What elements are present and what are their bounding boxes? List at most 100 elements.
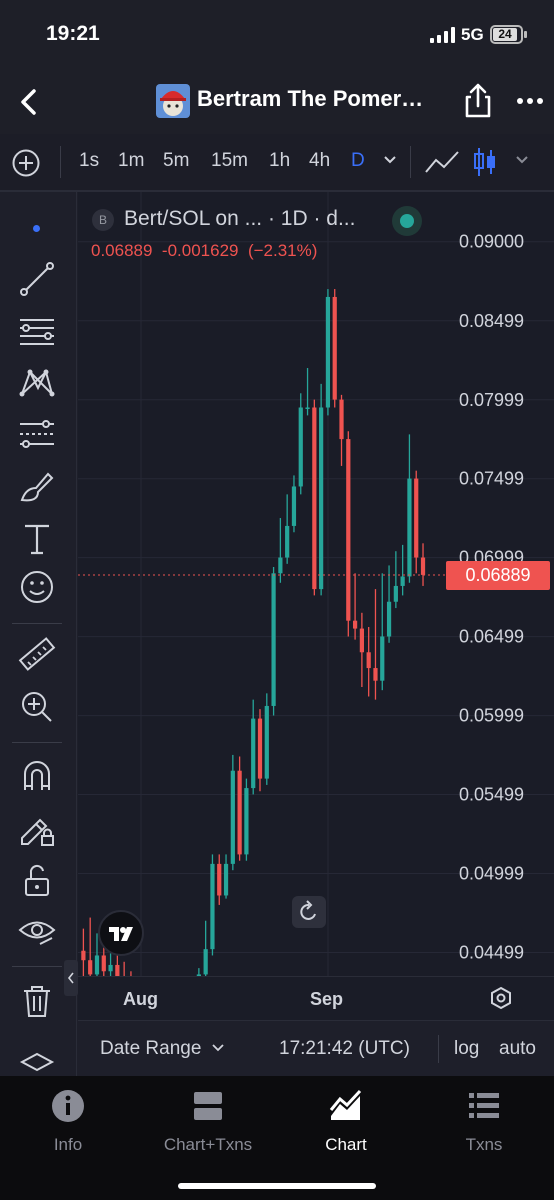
pattern-tool[interactable]	[16, 362, 58, 404]
candle-body	[108, 964, 113, 972]
zoom-in-icon	[22, 692, 52, 722]
tab-txns[interactable]: Txns	[424, 1088, 544, 1155]
layers-icon	[19, 1052, 55, 1072]
share-button[interactable]	[462, 82, 494, 120]
candles-button[interactable]	[472, 146, 498, 178]
candle-body	[400, 576, 405, 586]
chart-type-dropdown[interactable]	[514, 152, 530, 168]
chevron-left-icon	[21, 89, 36, 115]
candle-body	[298, 407, 303, 487]
candle-body	[223, 863, 229, 896]
timeframe-1h[interactable]: 1h	[269, 150, 291, 171]
candle-body	[325, 296, 331, 408]
candle-body	[414, 478, 419, 558]
cursor-dot-icon[interactable]	[33, 225, 40, 232]
y-tick-label: 0.07999	[459, 390, 524, 410]
candle-body	[285, 525, 290, 558]
header: Bertram The Pomer…	[0, 70, 554, 134]
candle-body	[115, 964, 120, 976]
reset-chart-button[interactable]	[292, 896, 326, 928]
candle-body	[251, 718, 256, 789]
candle-body	[101, 955, 106, 972]
candle-body	[196, 974, 201, 976]
timeframe-15m[interactable]: 15m	[211, 150, 248, 171]
timeframe-d[interactable]: D	[351, 150, 365, 171]
line-chart-button[interactable]	[424, 148, 460, 176]
y-tick-label: 0.07499	[459, 469, 524, 489]
tab-chart[interactable]: Chart	[286, 1088, 406, 1155]
magnet-tool[interactable]	[16, 756, 58, 798]
unlock-tool[interactable]	[16, 860, 58, 902]
visibility-tool[interactable]	[16, 910, 58, 952]
candle-body	[203, 949, 208, 975]
candle-body	[332, 296, 337, 400]
trend-line-icon	[20, 262, 54, 296]
add-indicator-button[interactable]	[11, 148, 41, 178]
delete-tool[interactable]	[16, 980, 58, 1022]
chart-bottom-bar: Date Range 17:21:42 (UTC) log auto	[78, 1020, 554, 1077]
split-view-icon	[194, 1092, 222, 1120]
y-tick-label: 0.04499	[459, 942, 524, 962]
candlestick-chart[interactable]: 0.090000.084990.079990.074990.069990.064…	[78, 192, 554, 976]
candle-body	[386, 601, 392, 637]
text-tool[interactable]	[16, 518, 58, 560]
tab-label: Info	[53, 1135, 83, 1154]
horizontal-lines-icon	[20, 319, 54, 345]
chart-icon	[329, 1089, 362, 1120]
eye-icon	[18, 921, 56, 945]
lock-drawings-tool[interactable]	[16, 808, 58, 850]
utc-clock[interactable]: 17:21:42 (UTC)	[279, 1038, 410, 1059]
candle-body	[237, 770, 242, 855]
candle-body	[305, 407, 310, 409]
log-scale-toggle[interactable]: log	[454, 1038, 480, 1059]
price-chart[interactable]: 0.09000 0.08499 0.07999 0.07499 0.06999 0.064…	[78, 192, 554, 976]
candle-body	[217, 863, 222, 896]
symbol-info[interactable]: Bert/SOL on ... · 1D · d...	[124, 207, 356, 230]
candle-body	[88, 960, 93, 975]
projection-tool[interactable]	[16, 414, 58, 456]
x-tick-label: Aug	[123, 989, 158, 1009]
layers-tool[interactable]	[16, 1048, 58, 1090]
timeframe-dropdown[interactable]	[382, 152, 398, 168]
zoom-tool[interactable]	[16, 686, 58, 728]
time-axis[interactable]: Aug Sep	[78, 976, 554, 1021]
refresh-icon	[300, 900, 316, 920]
candle-body	[319, 407, 324, 590]
projection-icon	[20, 420, 54, 448]
chevron-left-icon	[67, 972, 74, 984]
date-range-dropdown[interactable]: Date Range	[100, 1038, 225, 1060]
status-time: 19:21	[46, 22, 100, 45]
more-dots-icon	[517, 98, 543, 104]
chevron-down-icon	[212, 1044, 224, 1052]
timeframe-1m[interactable]: 1m	[118, 150, 145, 171]
home-indicator	[178, 1183, 376, 1189]
pattern-icon	[19, 369, 55, 397]
more-button[interactable]	[516, 94, 544, 108]
candle-body	[393, 585, 398, 602]
line-chart-icon	[425, 151, 459, 173]
brush-tool[interactable]	[16, 466, 58, 508]
candle-body	[312, 407, 317, 590]
timeframe-4h[interactable]: 4h	[309, 150, 331, 171]
legend-change-pct: (−2.31%)	[247, 241, 318, 260]
emoji-tool[interactable]	[16, 566, 58, 608]
chart-settings-button[interactable]	[488, 985, 514, 1011]
ruler-tool[interactable]	[16, 634, 58, 676]
y-tick-label: 0.08499	[459, 311, 524, 331]
timeframe-5m[interactable]: 5m	[163, 150, 190, 171]
timeframe-1s[interactable]: 1s	[79, 150, 100, 171]
network-type: 5G	[461, 25, 484, 44]
tab-info[interactable]: Info	[8, 1088, 128, 1155]
share-icon	[465, 83, 491, 118]
collapse-tools-button[interactable]	[64, 960, 78, 996]
auto-scale-toggle[interactable]: auto	[499, 1038, 536, 1059]
tradingview-icon	[109, 927, 133, 941]
trash-icon	[24, 986, 50, 1017]
plus-circle-icon	[12, 149, 40, 177]
token-avatar	[156, 84, 190, 118]
back-button[interactable]	[12, 84, 48, 120]
trend-line-tool[interactable]	[16, 258, 58, 300]
tradingview-logo[interactable]	[98, 910, 144, 956]
tab-chart-txns[interactable]: Chart+Txns	[148, 1088, 268, 1155]
fib-tool[interactable]	[16, 310, 58, 352]
